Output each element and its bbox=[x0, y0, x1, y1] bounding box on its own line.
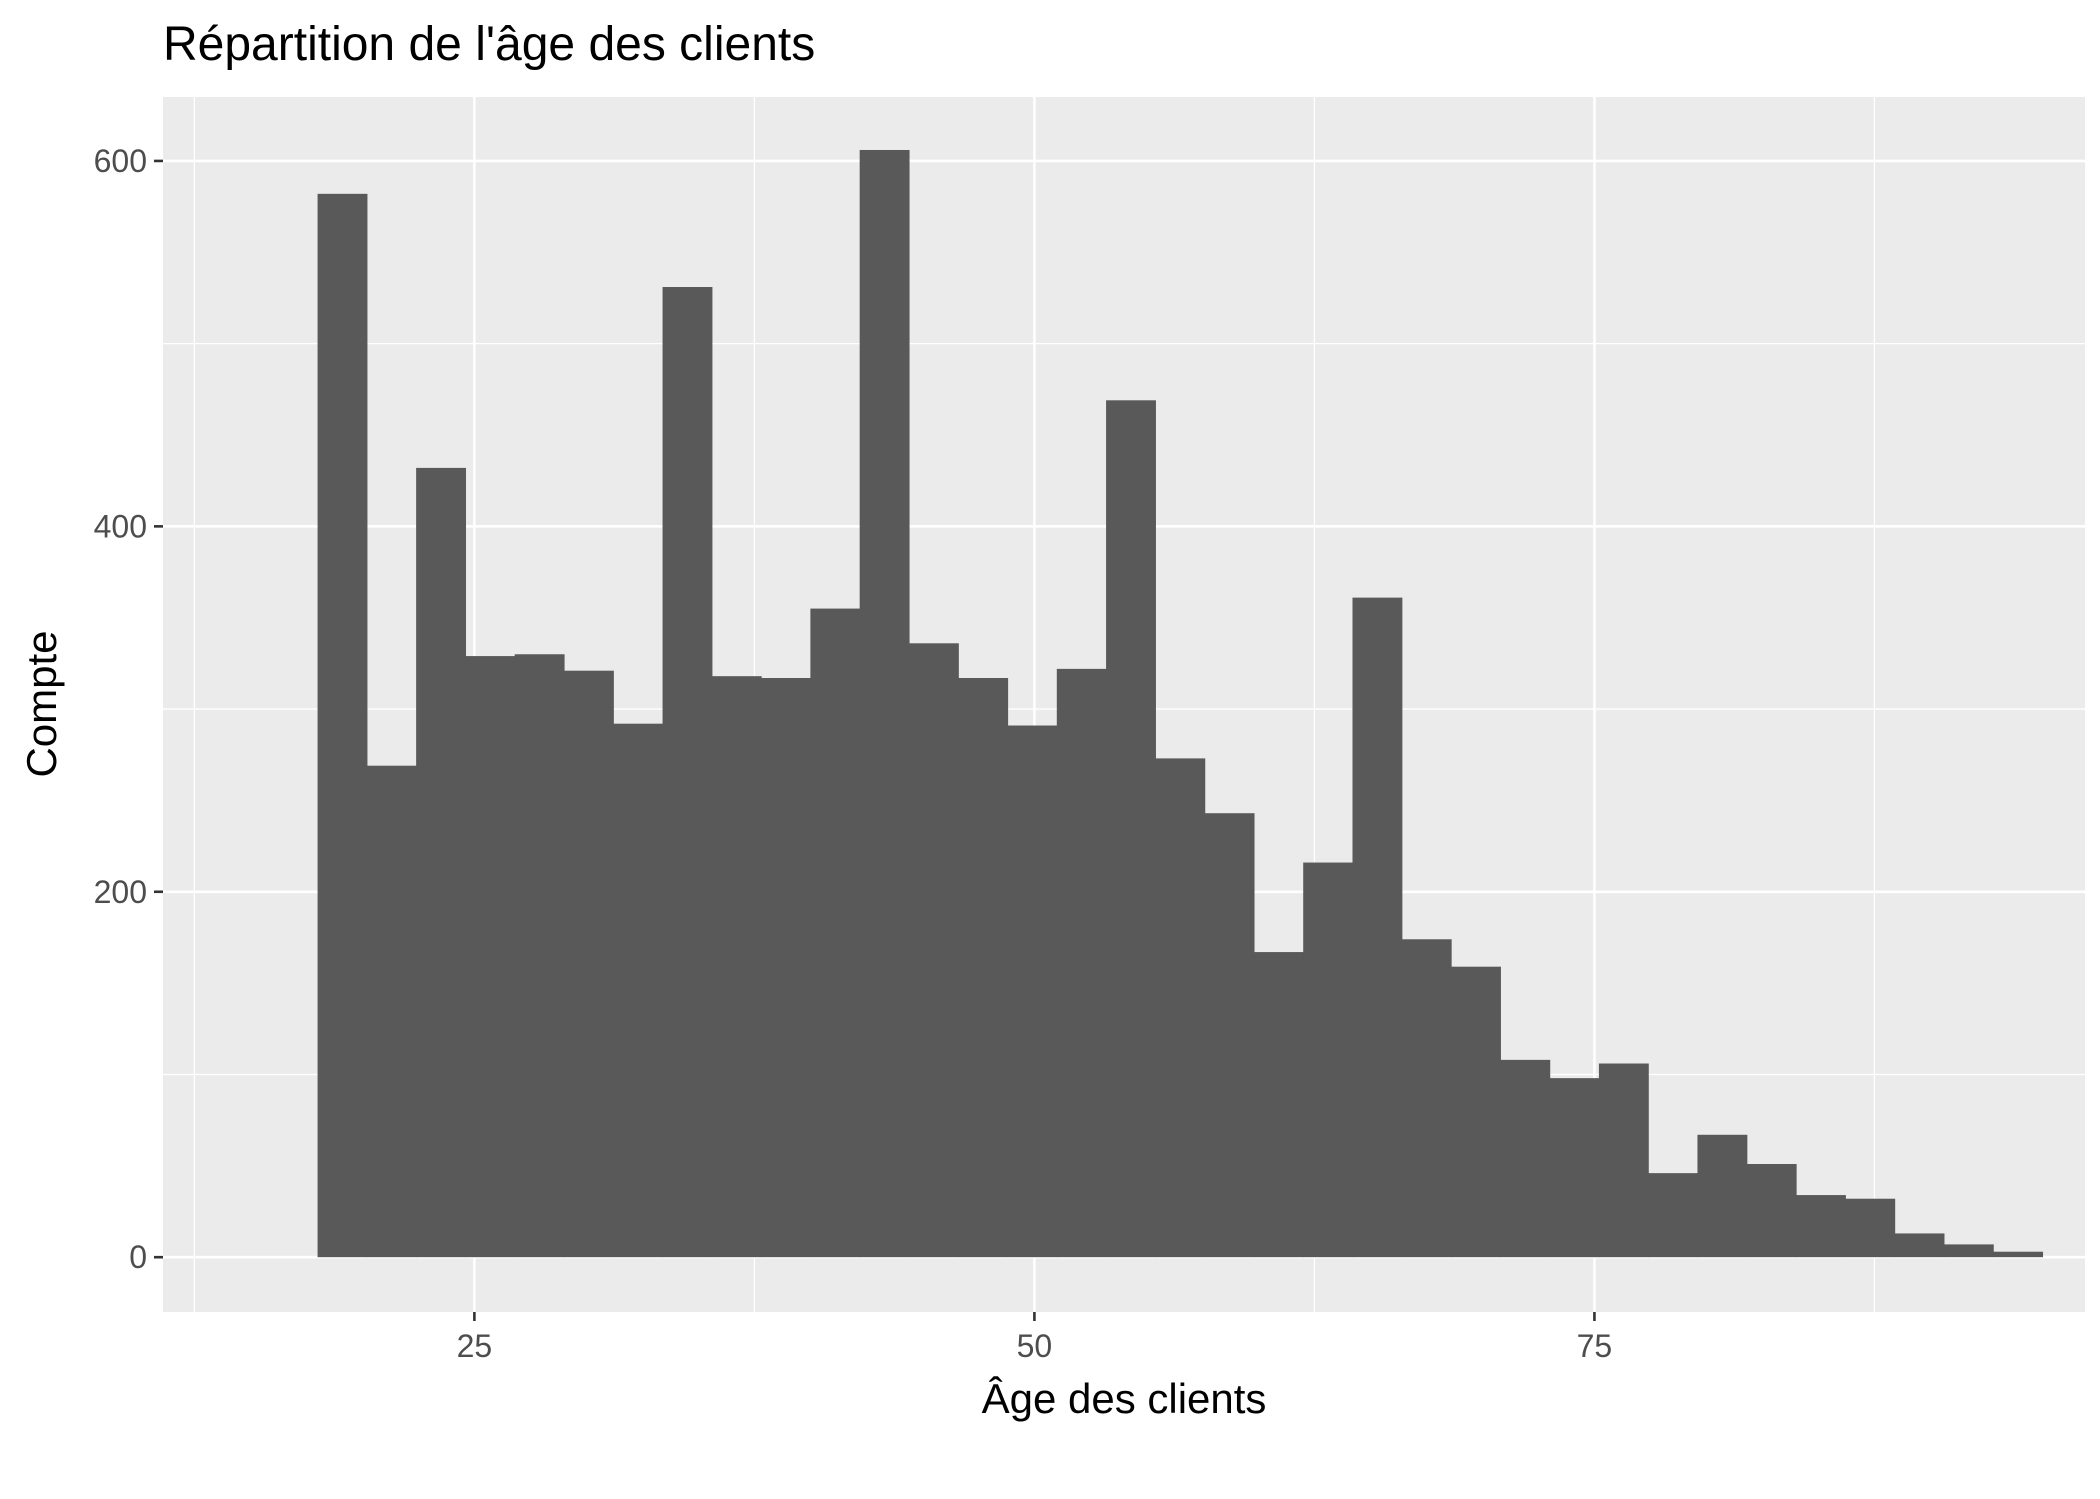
y-tick-label: 0 bbox=[129, 1239, 147, 1275]
histogram-bar bbox=[711, 676, 762, 1258]
y-tick-label: 200 bbox=[94, 874, 147, 910]
histogram-bar bbox=[1253, 952, 1304, 1258]
histogram-bar bbox=[1500, 1059, 1551, 1258]
y-axis-title: Compte bbox=[18, 630, 65, 777]
histogram-bar bbox=[1549, 1078, 1600, 1258]
histogram-bar bbox=[366, 765, 417, 1258]
histogram-bar bbox=[1007, 725, 1058, 1258]
histogram-bar bbox=[1746, 1164, 1797, 1258]
histogram-bar bbox=[662, 287, 713, 1258]
histogram-bar bbox=[1943, 1244, 1994, 1258]
histogram-bars bbox=[317, 149, 2044, 1258]
histogram-bar bbox=[416, 467, 467, 1258]
chart-title: Répartition de l'âge des clients bbox=[163, 18, 815, 71]
y-axis: 0 200 400 600 bbox=[94, 143, 163, 1275]
histogram-bar bbox=[1993, 1251, 2044, 1258]
histogram-bar bbox=[1352, 597, 1403, 1258]
histogram-bar bbox=[317, 193, 368, 1258]
histogram-bar bbox=[1796, 1195, 1846, 1258]
x-axis-title: Âge des clients bbox=[982, 1375, 1267, 1422]
histogram-bar bbox=[563, 670, 614, 1258]
histogram-bar bbox=[1106, 400, 1156, 1258]
histogram-bar bbox=[514, 654, 565, 1258]
histogram-bar bbox=[1598, 1063, 1649, 1258]
histogram-bar bbox=[613, 723, 664, 1258]
x-tick-label: 25 bbox=[457, 1328, 493, 1364]
histogram-bar bbox=[1056, 668, 1107, 1258]
histogram-bar bbox=[1155, 758, 1206, 1258]
histogram-bar bbox=[1204, 813, 1255, 1258]
y-tick-label: 400 bbox=[94, 508, 147, 544]
x-tick-label: 50 bbox=[1017, 1328, 1053, 1364]
x-axis: 25 50 75 bbox=[457, 1312, 1613, 1364]
histogram-bar bbox=[1845, 1198, 1896, 1258]
histogram-bar bbox=[1401, 939, 1452, 1258]
histogram-bar bbox=[859, 149, 910, 1258]
histogram-bar bbox=[810, 608, 861, 1258]
histogram-bar bbox=[1894, 1233, 1945, 1258]
histogram-bar bbox=[1303, 862, 1354, 1258]
histogram-bar bbox=[1648, 1173, 1699, 1258]
x-tick-label: 75 bbox=[1577, 1328, 1613, 1364]
histogram-bar bbox=[958, 678, 1009, 1258]
histogram-bar bbox=[465, 656, 516, 1258]
histogram-bar bbox=[761, 678, 811, 1258]
histogram-bar bbox=[908, 643, 959, 1258]
y-tick-label: 600 bbox=[94, 143, 147, 179]
histogram-bar bbox=[1451, 966, 1501, 1258]
histogram-bar bbox=[1697, 1134, 1748, 1258]
